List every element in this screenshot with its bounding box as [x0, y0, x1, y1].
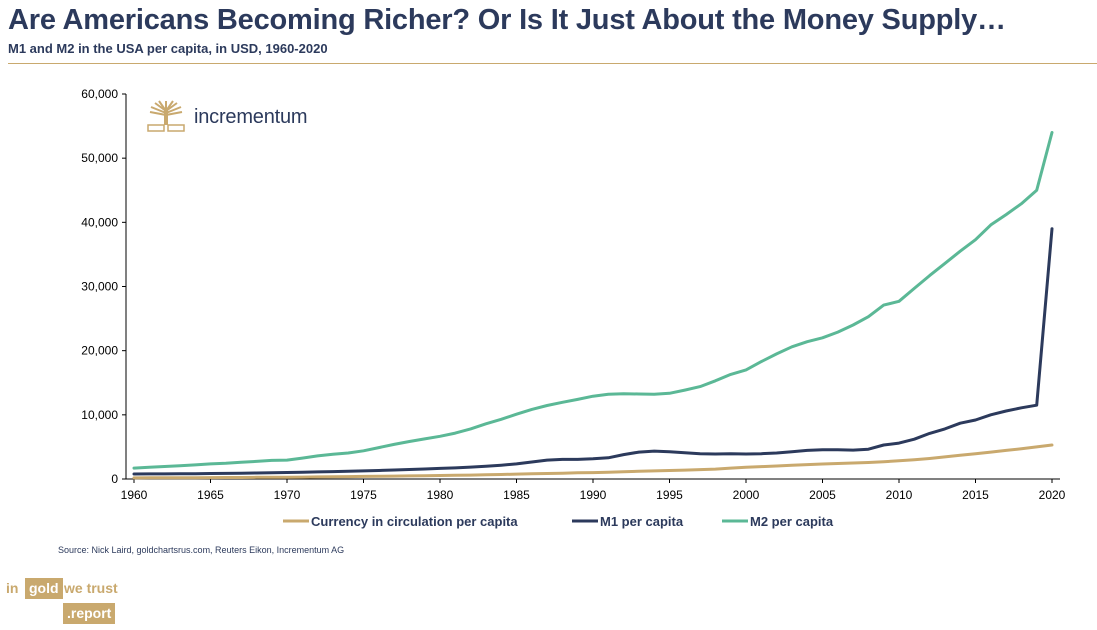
igwt-logo-in: in: [6, 580, 19, 596]
series-line-m1-per-capita: [132, 227, 1054, 476]
x-tick-label: 1995: [656, 488, 683, 502]
y-tick-label: 30,000: [81, 280, 118, 294]
igwt-logo-we-trust: we trust: [64, 580, 118, 596]
x-tick-label: 1975: [350, 488, 377, 502]
chart-legend: Currency in circulation per capita M1 per…: [283, 514, 834, 529]
series-line-m2-per-capita: [132, 131, 1054, 470]
igwt-logo-gold: gold: [25, 578, 63, 599]
x-tick-label: 2005: [809, 488, 836, 502]
x-tick-label: 2015: [962, 488, 989, 502]
y-tick-label: 40,000: [81, 215, 118, 229]
chart-axes: 0 10,000 20,000 30,000 40,000 50,000 60,000 196…: [81, 87, 1065, 502]
chart-title: Are Americans Becoming Richer? Or Is It …: [8, 4, 1006, 36]
header-divider: [8, 63, 1097, 64]
x-tick-label: 2000: [733, 488, 760, 502]
x-tick-label: 1980: [427, 488, 454, 502]
legend-label: Currency in circulation per capita: [311, 514, 518, 529]
x-tick-label: 2020: [1039, 488, 1066, 502]
incrementum-tree-icon: [147, 100, 185, 132]
x-tick-label: 1970: [274, 488, 301, 502]
source-note: Source: Nick Laird, goldchartsrus.com, R…: [58, 545, 345, 555]
x-tick-label: 1960: [121, 488, 148, 502]
x-tick-label: 1985: [503, 488, 530, 502]
legend-label: M1 per capita: [600, 514, 684, 529]
incrementum-brand-text: incrementum: [194, 106, 308, 128]
y-tick-label: 50,000: [81, 151, 118, 165]
chart-series: [132, 131, 1054, 480]
y-tick-label: 10,000: [81, 408, 118, 422]
legend-label: M2 per capita: [750, 514, 834, 529]
x-tick-label: 1990: [580, 488, 607, 502]
x-tick-label: 1965: [197, 488, 224, 502]
igwt-logo-report: .report: [63, 603, 116, 624]
x-tick-label: 2010: [886, 488, 913, 502]
series-line-currency-in-circulation-per-capita: [132, 443, 1054, 480]
y-tick-label: 60,000: [81, 87, 118, 101]
y-tick-label: 20,000: [81, 344, 118, 358]
chart-subtitle: M1 and M2 in the USA per capita, in USD,…: [8, 41, 328, 56]
y-tick-label: 0: [111, 472, 118, 486]
